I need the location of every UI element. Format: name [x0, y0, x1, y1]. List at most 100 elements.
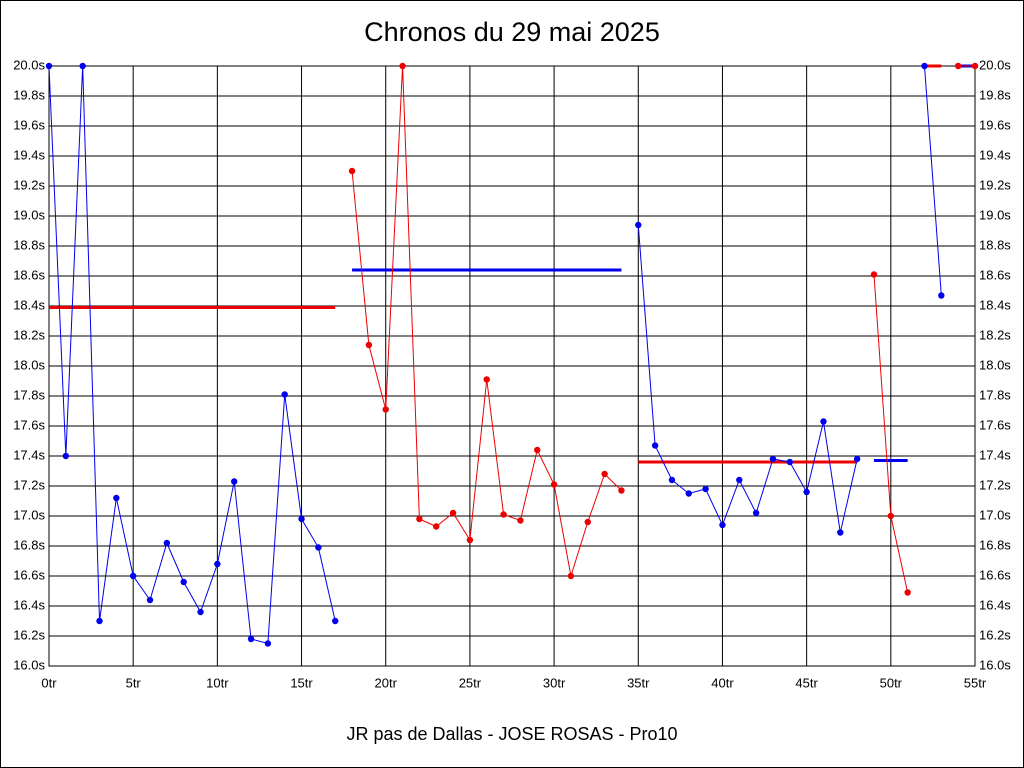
y-tick-label: 16.8s	[13, 537, 45, 552]
point	[79, 62, 86, 70]
x-tick-label: 15tr	[290, 675, 313, 690]
y-tick-label: 17.0s	[13, 507, 45, 522]
point	[433, 523, 440, 530]
point	[96, 617, 103, 625]
x-tick-label: 25tr	[459, 675, 482, 690]
chart-title: Chronos du 29 mai 2025	[364, 17, 660, 47]
y-tick-label: 19.8s	[13, 87, 45, 102]
y-tick-label-right: 19.4s	[979, 147, 1011, 162]
point	[904, 589, 911, 596]
y-tick-label-right: 17.6s	[979, 417, 1011, 432]
x-tick-label: 0tr	[41, 675, 57, 690]
x-tick-label: 30tr	[543, 675, 566, 690]
point	[870, 271, 878, 278]
point	[954, 62, 962, 70]
y-tick-label: 17.6s	[13, 417, 45, 432]
y-tick-label: 18.0s	[13, 357, 45, 372]
y-tick-label: 19.4s	[13, 147, 45, 162]
y-tick-label: 16.2s	[13, 627, 45, 642]
x-tick-label: 5tr	[126, 675, 142, 690]
point	[635, 221, 642, 229]
y-tick-label-right: 17.4s	[979, 447, 1011, 462]
x-tick-label: 20tr	[375, 675, 398, 690]
point	[197, 608, 204, 616]
y-tick-label-right: 19.8s	[979, 87, 1011, 102]
x-tick-label: 45tr	[795, 675, 818, 690]
point	[500, 511, 507, 518]
y-tick-label-right: 18.4s	[979, 297, 1011, 312]
x-tick-label: 40tr	[711, 675, 734, 690]
point	[113, 494, 120, 502]
y-tick-label-right: 20.0s	[979, 57, 1011, 72]
y-tick-label-right: 17.2s	[979, 477, 1011, 492]
y-tick-label: 17.4s	[13, 447, 45, 462]
y-tick-label: 18.8s	[13, 237, 45, 252]
point	[601, 470, 608, 478]
y-tick-label: 17.2s	[13, 477, 45, 492]
point	[163, 539, 171, 547]
point	[651, 442, 659, 449]
y-tick-label-right: 19.6s	[979, 117, 1011, 132]
line	[923, 65, 942, 296]
point	[264, 640, 272, 647]
y-tick-label-right: 18.0s	[979, 357, 1011, 372]
point	[180, 578, 187, 586]
y-tick-label-right: 19.2s	[979, 177, 1011, 192]
y-tick-label: 16.6s	[13, 567, 45, 582]
point	[685, 490, 692, 497]
y-tick-label-right: 17.0s	[979, 507, 1011, 522]
point	[668, 476, 676, 484]
y-tick-label: 19.6s	[13, 117, 45, 132]
point	[332, 617, 339, 625]
point	[921, 62, 928, 70]
y-tick-label-right: 18.8s	[979, 237, 1011, 252]
point	[702, 485, 709, 493]
x-tick-label: 35tr	[627, 675, 650, 690]
y-tick-label: 18.6s	[13, 267, 45, 282]
point	[62, 452, 70, 460]
point	[820, 418, 827, 425]
point	[382, 406, 389, 413]
point	[534, 446, 541, 454]
point	[584, 518, 591, 526]
y-tick-label-right: 17.8s	[979, 387, 1011, 402]
y-tick-label-right: 18.2s	[979, 327, 1011, 342]
y-tick-label: 17.8s	[13, 387, 45, 402]
y-tick-label: 16.0s	[13, 657, 45, 672]
point	[803, 488, 810, 496]
point	[298, 515, 305, 523]
point	[146, 596, 154, 604]
y-tick-label: 19.0s	[13, 207, 45, 222]
point	[399, 62, 406, 70]
point	[416, 515, 423, 523]
line	[48, 65, 336, 645]
point	[449, 509, 457, 517]
point	[365, 341, 373, 349]
y-tick-label-right: 18.6s	[979, 267, 1011, 282]
y-tick-label: 20.0s	[13, 57, 45, 72]
point	[315, 544, 322, 551]
y-tick-label: 16.4s	[13, 597, 45, 612]
point	[853, 455, 861, 463]
point	[517, 517, 524, 524]
line	[637, 224, 858, 533]
plot-border	[48, 65, 976, 667]
point	[887, 512, 895, 520]
x-tick-label: 10tr	[206, 675, 229, 690]
x-axis-label: JR pas de Dallas - JOSE ROSAS - Pro10	[346, 724, 677, 744]
point	[567, 572, 575, 580]
point	[281, 391, 288, 398]
point	[45, 62, 53, 70]
point	[550, 481, 558, 488]
x-tick-label: 55tr	[964, 675, 987, 690]
point	[736, 476, 743, 484]
y-tick-label: 18.4s	[13, 297, 45, 312]
y-tick-label: 19.2s	[13, 177, 45, 192]
point	[837, 529, 844, 536]
point	[971, 62, 979, 70]
y-tick-label-right: 16.4s	[979, 597, 1011, 612]
y-tick-label-right: 16.0s	[979, 657, 1011, 672]
point	[247, 635, 255, 643]
